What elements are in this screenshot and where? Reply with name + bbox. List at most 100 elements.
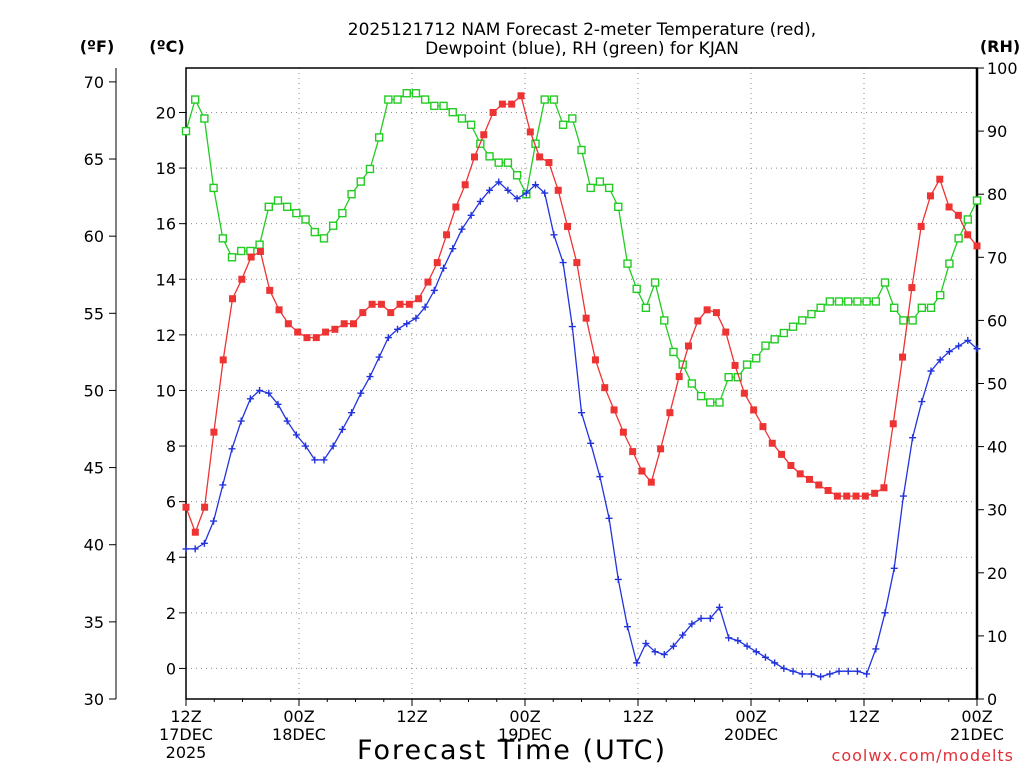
rh-point <box>715 398 724 407</box>
time-tick-label-line: 12Z <box>170 707 201 726</box>
temperature-point <box>731 361 739 369</box>
dewpoint-point <box>182 545 190 553</box>
dewpoint-point <box>237 417 245 425</box>
rh-point <box>485 152 494 161</box>
temperature-point <box>657 445 665 453</box>
dewpoint-point <box>734 637 742 645</box>
series-temperature-line <box>185 94 978 535</box>
temperature-point <box>889 420 897 428</box>
temperature-point <box>452 203 460 211</box>
source-credit: coolwx.com/modelts <box>832 746 1014 765</box>
rh-point <box>660 316 669 325</box>
fahrenheit-tick-label: 70 <box>84 73 104 92</box>
dewpoint-point <box>274 400 282 408</box>
dewpoint-point <box>449 245 457 253</box>
temperature-point <box>629 448 637 456</box>
temperature-point <box>759 423 767 431</box>
grid-lines <box>186 68 977 699</box>
rh-point <box>558 120 568 129</box>
dewpoint-point <box>375 353 383 361</box>
rh-point <box>706 398 715 407</box>
temperature-point <box>954 211 962 219</box>
celsius-tick-label: 10 <box>156 381 176 400</box>
time-tick-label: 00Z 19DEC <box>498 707 552 744</box>
rh-point <box>604 183 614 193</box>
celsius-tick-label: 14 <box>156 270 176 289</box>
rh-point <box>218 234 227 243</box>
temperature-point <box>322 328 330 336</box>
time-tick-label-line: 12Z <box>622 707 653 726</box>
temperature-point <box>554 186 562 194</box>
rh-point <box>577 145 586 155</box>
rh-point <box>549 95 559 104</box>
temperature-point <box>303 334 311 342</box>
time-tick-label: 12Z <box>848 707 879 726</box>
dewpoint-point <box>329 442 337 450</box>
rh-point <box>742 360 752 369</box>
rh-point <box>586 183 595 193</box>
temperature-point <box>387 309 395 317</box>
temperature-point <box>275 306 283 314</box>
temperature-point <box>638 467 646 475</box>
dewpoint-point <box>384 334 392 342</box>
dewpoint-point <box>302 442 310 450</box>
dewpoint-point <box>486 186 494 194</box>
dewpoint-point <box>807 670 815 678</box>
fahrenheit-tick-label: 50 <box>84 381 104 400</box>
celsius-tick-label: 20 <box>156 103 176 122</box>
dewpoint-point <box>559 259 567 267</box>
dewpoint-point <box>927 367 935 375</box>
time-tick-label: 00Z 21DEC <box>950 707 1004 744</box>
rh-point <box>963 215 973 224</box>
temperature-point <box>610 406 618 414</box>
temperature-point <box>182 503 190 511</box>
time-tick-label-line: 19DEC <box>498 725 552 744</box>
rh-point <box>724 372 733 382</box>
plot-border <box>185 67 978 700</box>
chart-title: 2025121712 NAM Forecast 2-meter Temperat… <box>348 20 816 59</box>
temperature-point <box>545 159 553 167</box>
rh-point <box>328 221 338 230</box>
dewpoint-point <box>706 614 714 622</box>
temperature-point <box>470 153 478 161</box>
temperature-point <box>880 484 888 492</box>
temperature-point <box>619 428 627 436</box>
rh-tick-label: 60 <box>987 311 1007 330</box>
rh-point <box>595 177 605 186</box>
temperature-point <box>917 222 925 230</box>
temperature-point <box>712 309 720 317</box>
rh-point <box>779 328 789 338</box>
dewpoint-point <box>421 303 429 311</box>
dewpoint-point <box>458 225 466 233</box>
chart-title-line-1: 2025121712 NAM Forecast 2-meter Temperat… <box>348 20 816 40</box>
temperature-point <box>461 181 469 189</box>
dewpoint-point <box>348 409 356 417</box>
rh-point <box>181 126 191 136</box>
dewpoint-point <box>541 189 549 197</box>
temperature-point <box>805 475 813 483</box>
rh-tick-label: 50 <box>987 375 1007 394</box>
time-tick-label-line: 2025 <box>166 743 207 762</box>
temperature-point <box>489 108 497 116</box>
temperature-point <box>210 428 218 436</box>
temperature-point <box>526 128 534 136</box>
fahrenheit-tick-label: 35 <box>84 613 104 632</box>
dewpoint-point <box>743 642 751 650</box>
dewpoint-point <box>338 425 346 433</box>
time-tick-label-line: 18DEC <box>272 725 326 744</box>
rh-point <box>190 95 200 104</box>
temperature-point <box>722 328 730 336</box>
rh-point <box>209 183 218 193</box>
time-tick-label-line: 17DEC <box>159 725 213 744</box>
temperature-point <box>498 100 506 108</box>
dewpoint-point <box>973 345 981 353</box>
dewpoint-point <box>660 651 668 659</box>
series-rh <box>181 89 982 407</box>
rh-point <box>356 177 365 186</box>
dewpoint-point <box>532 181 540 189</box>
rh-point <box>457 114 467 123</box>
celsius-tick-label: 4 <box>166 548 176 567</box>
fahrenheit-axis: 30 35 40 45 50 55 60 65 70 <box>84 68 117 709</box>
temperature-point <box>778 450 786 458</box>
